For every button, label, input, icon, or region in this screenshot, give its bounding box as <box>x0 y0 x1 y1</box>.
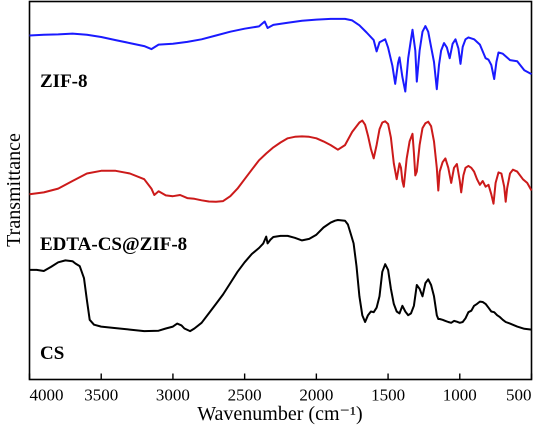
series-line-edta-cs-zif-8 <box>29 119 533 205</box>
series-line-cs <box>29 219 532 333</box>
series-lines <box>29 17 533 333</box>
x-tick-label: 3500 <box>84 386 118 405</box>
series-label-cs: CS <box>40 343 64 364</box>
x-tick-label: 4000 <box>30 386 64 405</box>
x-axis-title: Wavenumber (cm⁻¹) <box>197 403 362 425</box>
x-tick-label: 1500 <box>371 386 405 405</box>
series-label-edta-cs-zif8: EDTA-CS@ZIF-8 <box>40 234 187 255</box>
series-labels: ZIF-8 EDTA-CS@ZIF-8 CS <box>40 71 187 364</box>
series-label-zif8: ZIF-8 <box>40 71 88 92</box>
series-line-zif-8 <box>29 17 532 93</box>
x-tick-label: 2000 <box>299 386 333 405</box>
plot-frame <box>28 0 533 381</box>
x-tick-label: 2500 <box>228 386 262 405</box>
x-tick-label: 3000 <box>156 386 190 405</box>
y-axis-title: Transmittance <box>3 133 25 247</box>
x-tick-label: 1000 <box>443 386 477 405</box>
x-axis-ticks: 4000 3500 3000 2500 2000 1500 1000 500 <box>28 373 533 405</box>
x-tick-label: 500 <box>506 386 532 405</box>
